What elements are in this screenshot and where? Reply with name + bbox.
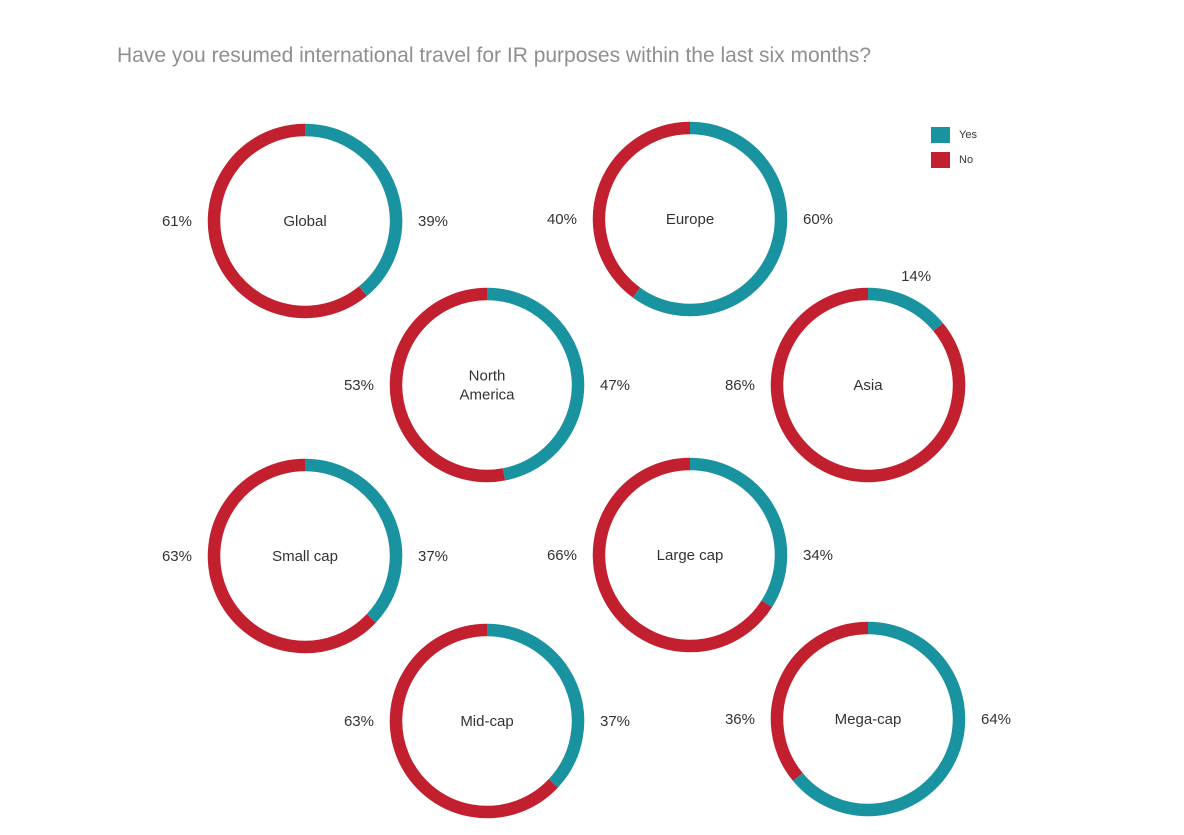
donut-mega-cap-yes-slice (793, 621, 966, 817)
donut-asia: Asia 14% 86% (725, 268, 966, 483)
donut-asia-yes-slice (867, 287, 943, 332)
legend-item-yes: Yes (931, 122, 977, 147)
donut-small-cap-category-label: Small cap (272, 548, 338, 565)
donut-small-cap-yes-slice (304, 458, 403, 623)
donut-mid-cap-yes-slice (486, 623, 585, 788)
donut-north-america-category-label: North (469, 368, 506, 385)
donut-north-america-yes-value-label: 47% (600, 377, 630, 394)
donut-global-yes-value-label: 39% (418, 213, 448, 230)
donut-mega-cap-category-label: Mega-cap (835, 711, 902, 728)
donut-north-america-yes-slice (486, 287, 585, 481)
legend-label-yes: Yes (959, 128, 977, 141)
legend-swatch-no (931, 151, 950, 168)
donut-global-no-slice (207, 123, 367, 319)
donut-global: Global 39% 61% (162, 123, 448, 319)
legend-swatch-yes (931, 126, 950, 143)
donut-europe-yes-slice (632, 121, 788, 317)
donut-mega-cap: Mega-cap 64% 36% (725, 621, 1011, 817)
donut-large-cap-no-slice (592, 457, 773, 653)
donut-asia-yes-value-label: 14% (901, 268, 931, 285)
donut-europe: Europe 60% 40% (547, 121, 833, 317)
donut-small-cap-no-slice (207, 458, 376, 654)
donut-small-cap-no-value-label: 63% (162, 548, 192, 565)
donut-asia-category-label: Asia (853, 377, 883, 394)
donut-asia-no-value-label: 86% (725, 377, 755, 394)
donut-mega-cap-no-value-label: 36% (725, 711, 755, 728)
legend-label-no: No (959, 153, 974, 166)
donut-mid-cap-no-value-label: 63% (344, 713, 374, 730)
donut-mid-cap-category-label: Mid-cap (460, 713, 513, 730)
donut-mid-cap-yes-value-label: 37% (600, 713, 630, 730)
donut-large-cap-no-value-label: 66% (547, 547, 577, 564)
legend-item-no: No (931, 147, 977, 172)
donut-europe-yes-value-label: 60% (803, 211, 833, 228)
donut-large-cap-yes-slice (689, 457, 788, 608)
legend: Yes No (931, 122, 977, 172)
donut-small-cap-yes-value-label: 37% (418, 548, 448, 565)
donut-north-america-no-value-label: 53% (344, 377, 374, 394)
donut-large-cap-yes-value-label: 34% (803, 547, 833, 564)
donut-north-america: North America 47% 53% (344, 287, 630, 483)
donut-large-cap-category-label: Large cap (657, 547, 724, 564)
donut-small-cap: Small cap 37% 63% (162, 458, 448, 654)
donut-europe-no-slice (592, 121, 691, 298)
donut-mid-cap-no-slice (389, 623, 558, 819)
donut-mid-cap: Mid-cap 37% 63% (344, 623, 630, 819)
donut-asia-no-slice (770, 287, 966, 483)
chart-title: Have you resumed international travel fo… (117, 44, 872, 67)
donut-mega-cap-no-slice (770, 621, 869, 781)
donut-mega-cap-yes-value-label: 64% (981, 711, 1011, 728)
donut-global-yes-slice (304, 123, 403, 296)
donut-large-cap: Large cap 34% 66% (547, 457, 833, 653)
donut-north-america-no-slice (389, 287, 506, 483)
donut-global-no-value-label: 61% (162, 213, 192, 230)
donut-europe-category-label: Europe (666, 211, 714, 228)
donut-north-america-category-label: America (459, 387, 515, 404)
donut-global-category-label: Global (283, 213, 326, 230)
donut-europe-no-value-label: 40% (547, 211, 577, 228)
